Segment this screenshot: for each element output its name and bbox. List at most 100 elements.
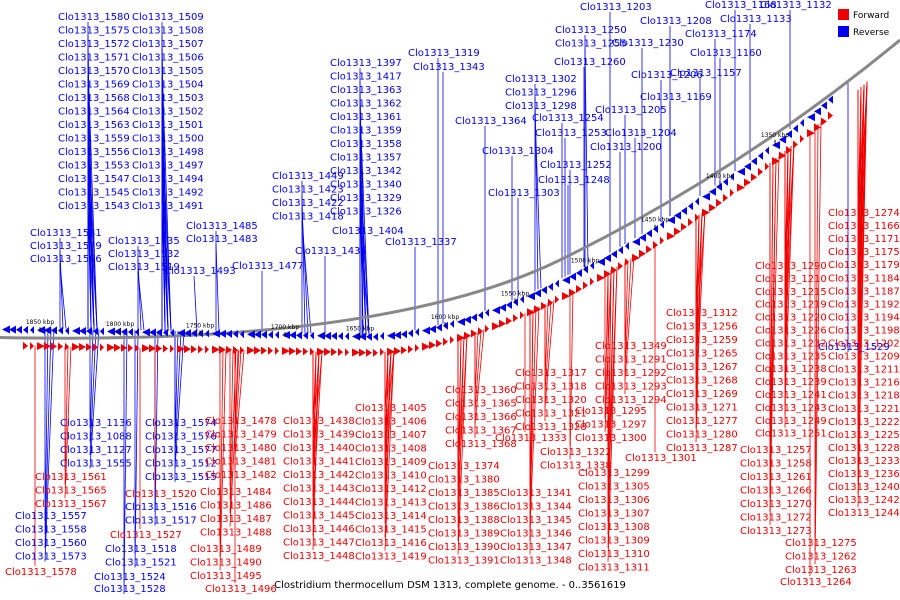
reverse-gene-arrow[interactable]	[779, 135, 786, 144]
gene-label[interactable]: Clo1313_1422	[272, 198, 344, 209]
gene-label[interactable]: Clo1313_1280	[666, 430, 738, 441]
reverse-gene-arrow[interactable]	[247, 330, 255, 339]
forward-gene-arrow[interactable]	[814, 123, 821, 132]
reverse-gene-arrow[interactable]	[303, 331, 308, 340]
gene-label[interactable]: Clo1313_1488	[200, 528, 272, 539]
gene-label[interactable]: Clo1313_1385	[428, 488, 500, 499]
gene-label[interactable]: Clo1313_1166	[828, 221, 900, 232]
gene-label[interactable]: Clo1313_1515	[145, 472, 217, 483]
forward-gene-arrow[interactable]	[800, 134, 804, 143]
gene-label[interactable]: Clo1313_1397	[330, 58, 402, 69]
gene-label[interactable]: Clo1313_1436	[295, 246, 367, 257]
forward-gene-arrow[interactable]	[23, 341, 28, 350]
gene-label[interactable]: Clo1313_1205	[595, 105, 667, 116]
reverse-gene-arrow[interactable]	[681, 206, 687, 215]
reverse-gene-arrow[interactable]	[226, 329, 232, 338]
gene-label[interactable]: Clo1313_1505	[132, 66, 204, 77]
gene-label[interactable]: Clo1313_1333	[495, 433, 567, 444]
reverse-gene-arrow[interactable]	[569, 272, 576, 281]
forward-gene-arrow[interactable]	[30, 342, 34, 350]
reverse-gene-arrow[interactable]	[289, 331, 296, 340]
forward-gene-arrow[interactable]	[520, 311, 524, 320]
forward-gene-arrow[interactable]	[730, 188, 734, 197]
gene-label[interactable]: Clo1313_1287	[666, 443, 738, 454]
gene-label[interactable]: Clo1313_1575	[58, 26, 130, 37]
gene-label[interactable]: Clo1313_1346	[500, 529, 572, 540]
gene-label[interactable]: Clo1313_1344	[500, 502, 572, 513]
reverse-gene-arrow[interactable]	[674, 211, 681, 220]
forward-gene-arrow[interactable]	[359, 348, 366, 357]
forward-gene-arrow[interactable]	[65, 342, 69, 351]
reverse-gene-arrow[interactable]	[156, 328, 162, 337]
gene-label[interactable]: Clo1313_1414	[355, 511, 427, 522]
forward-gene-arrow[interactable]	[289, 347, 296, 356]
reverse-gene-arrow[interactable]	[478, 311, 483, 320]
forward-gene-arrow[interactable]	[205, 345, 209, 354]
gene-label[interactable]: Clo1313_1202	[828, 339, 900, 350]
gene-label[interactable]: Clo1313_1239	[755, 377, 827, 388]
reverse-gene-arrow[interactable]	[492, 306, 500, 315]
gene-label[interactable]: Clo1313_1516	[125, 502, 197, 513]
gene-label[interactable]: Clo1313_1297	[575, 420, 647, 431]
forward-gene-arrow[interactable]	[555, 295, 559, 304]
forward-gene-arrow[interactable]	[310, 347, 314, 356]
gene-label[interactable]: Clo1313_1519	[108, 262, 180, 273]
gene-label[interactable]: Clo1313_1416	[355, 538, 427, 549]
forward-gene-arrow[interactable]	[254, 346, 261, 355]
reverse-gene-arrow[interactable]	[44, 326, 51, 335]
gene-label[interactable]: Clo1313_1210	[755, 274, 827, 285]
forward-gene-arrow[interactable]	[261, 346, 267, 355]
gene-label[interactable]: Clo1313_1512	[145, 459, 217, 470]
gene-label[interactable]: Clo1313_1326	[330, 207, 402, 218]
gene-label[interactable]: Clo1313_1524	[94, 572, 166, 583]
reverse-gene-arrow[interactable]	[100, 327, 104, 336]
reverse-gene-arrow[interactable]	[37, 326, 45, 335]
forward-gene-arrow[interactable]	[772, 157, 780, 166]
gene-label[interactable]: Clo1313_1255	[555, 39, 627, 50]
gene-label[interactable]: Clo1313_1295	[575, 406, 647, 417]
gene-label[interactable]: Clo1313_1409	[355, 457, 427, 468]
reverse-gene-arrow[interactable]	[72, 326, 80, 335]
forward-gene-arrow[interactable]	[828, 111, 833, 120]
forward-gene-arrow[interactable]	[107, 343, 115, 352]
gene-label[interactable]: Clo1313_1564	[58, 107, 130, 118]
reverse-gene-arrow[interactable]	[121, 327, 127, 336]
gene-label[interactable]: Clo1313_1528	[94, 584, 166, 595]
reverse-gene-arrow[interactable]	[534, 289, 541, 298]
gene-label[interactable]: Clo1313_1268	[666, 376, 738, 387]
gene-label[interactable]: Clo1313_1291	[595, 355, 667, 366]
gene-label[interactable]: Clo1313_1259	[666, 335, 738, 346]
gene-label[interactable]: Clo1313_1248	[538, 175, 610, 186]
gene-label[interactable]: Clo1313_1184	[828, 273, 900, 284]
gene-label[interactable]: Clo1313_1310	[578, 549, 650, 560]
reverse-gene-arrow[interactable]	[688, 202, 693, 211]
gene-label[interactable]: Clo1313_1257	[740, 445, 812, 456]
gene-label[interactable]: Clo1313_1298	[505, 101, 577, 112]
gene-label[interactable]: Clo1313_1261	[740, 472, 812, 483]
forward-gene-arrow[interactable]	[639, 249, 646, 258]
gene-label[interactable]: Clo1313_1340	[330, 180, 402, 191]
gene-label[interactable]: Clo1313_1560	[15, 538, 87, 549]
reverse-gene-arrow[interactable]	[51, 326, 57, 335]
forward-gene-arrow[interactable]	[366, 348, 372, 357]
gene-label[interactable]: Clo1313_1407	[355, 430, 427, 441]
forward-gene-arrow[interactable]	[583, 281, 588, 290]
gene-label[interactable]: Clo1313_1242	[828, 495, 900, 506]
gene-label[interactable]: Clo1313_1561	[35, 472, 107, 483]
gene-label[interactable]: Clo1313_1440	[283, 443, 355, 454]
gene-label[interactable]: Clo1313_1302	[505, 74, 577, 85]
gene-label[interactable]: Clo1313_1132	[760, 0, 832, 11]
gene-label[interactable]: Clo1313_1230	[612, 38, 684, 49]
reverse-gene-arrow[interactable]	[716, 182, 722, 191]
forward-gene-arrow[interactable]	[156, 344, 162, 353]
forward-gene-arrow[interactable]	[506, 316, 512, 325]
forward-gene-arrow[interactable]	[149, 344, 156, 353]
gene-label[interactable]: Clo1313_1504	[132, 80, 204, 91]
gene-label[interactable]: Clo1313_1439	[283, 430, 355, 441]
gene-label[interactable]: Clo1313_1168	[705, 0, 777, 11]
gene-label[interactable]: Clo1313_1447	[283, 538, 355, 549]
gene-label[interactable]: Clo1313_1367	[445, 426, 517, 437]
forward-gene-arrow[interactable]	[380, 348, 384, 356]
gene-label[interactable]: Clo1313_1553	[58, 161, 130, 172]
gene-label[interactable]: Clo1313_1438	[283, 416, 355, 427]
